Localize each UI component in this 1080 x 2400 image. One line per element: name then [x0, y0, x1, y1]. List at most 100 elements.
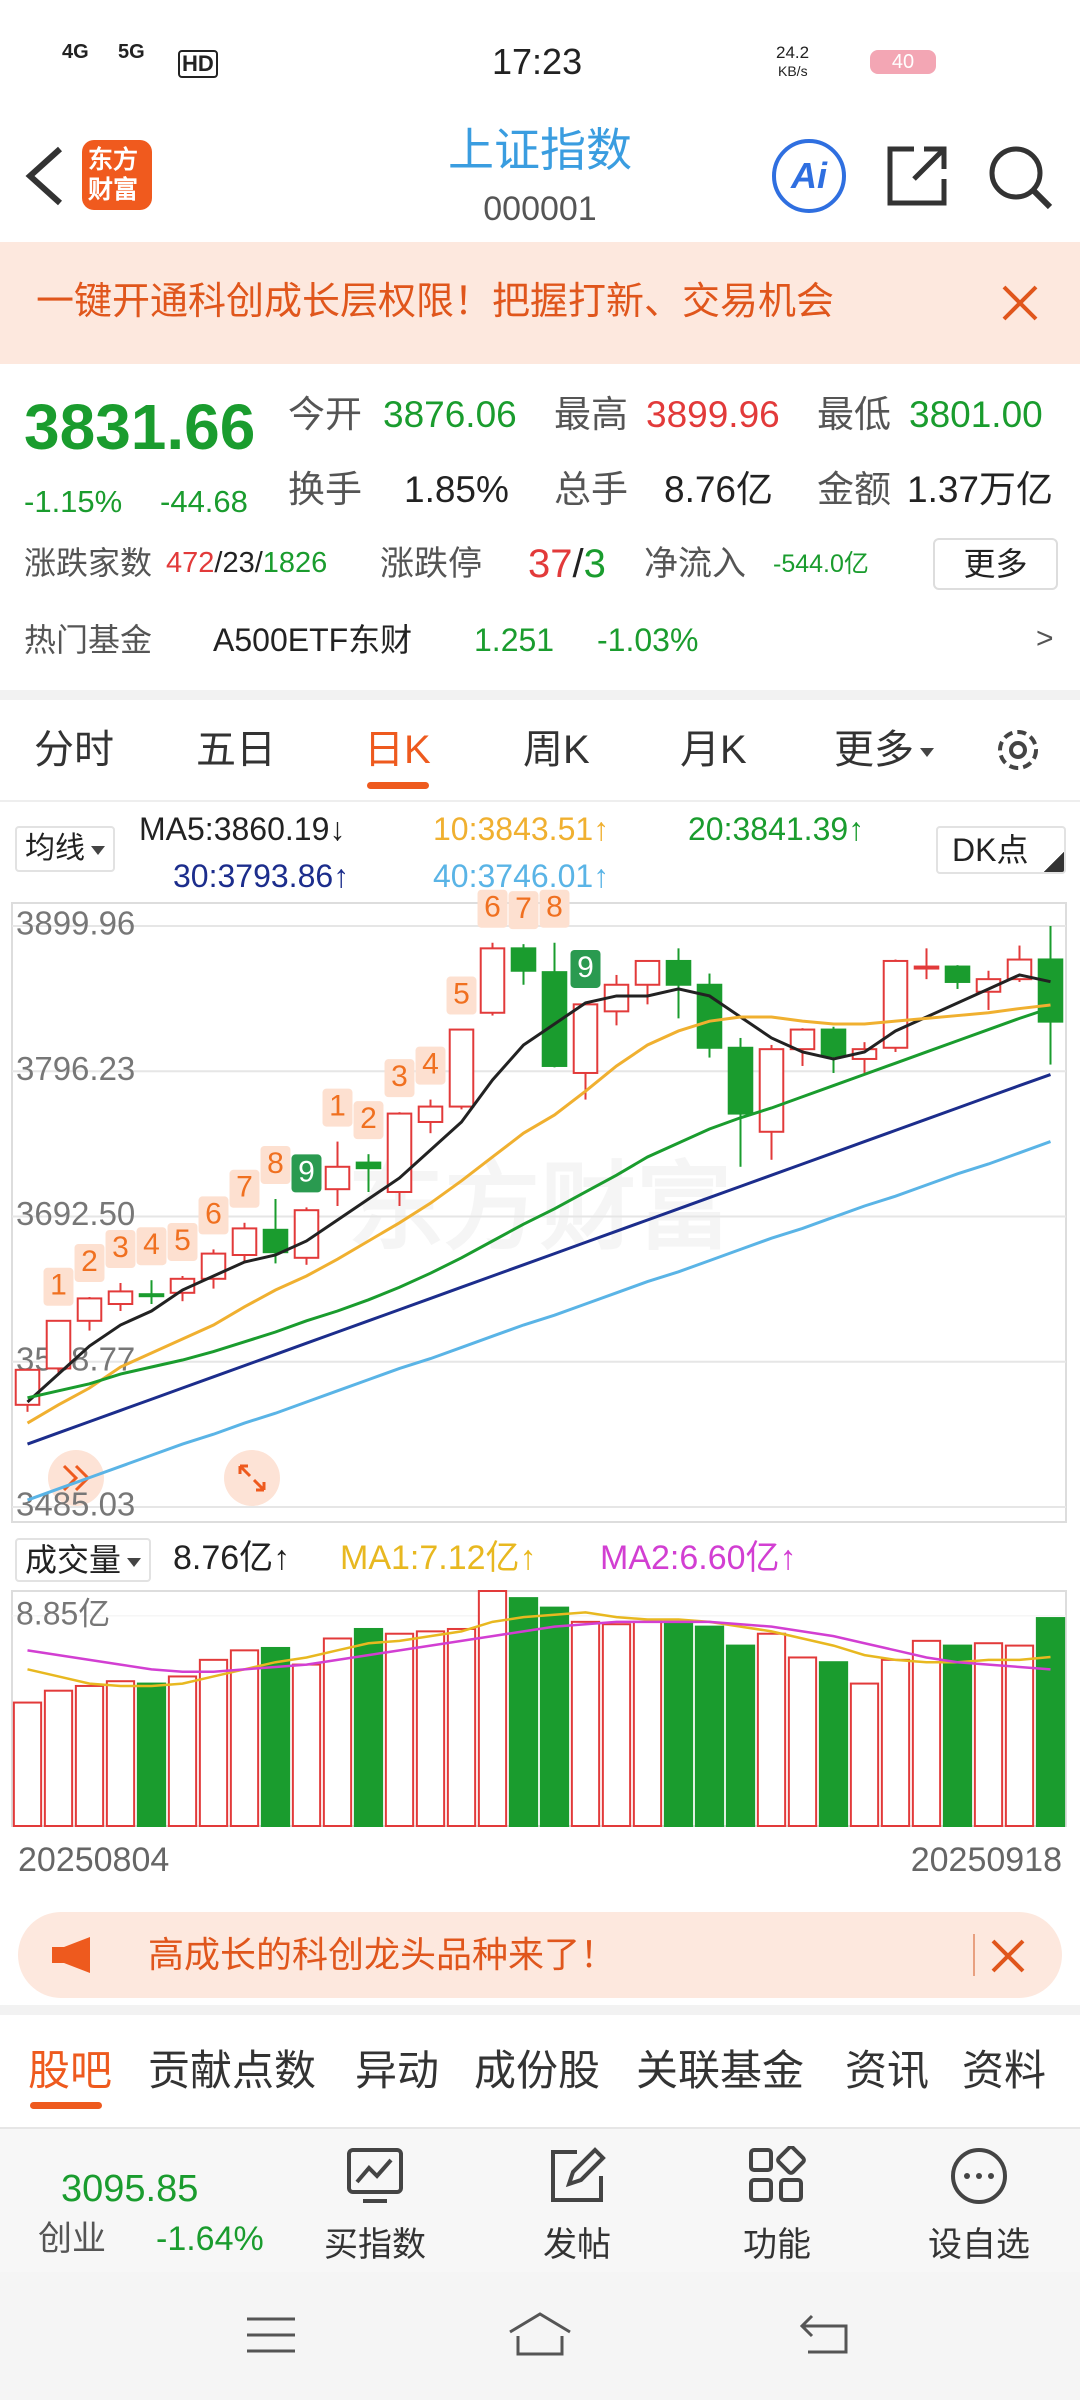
volume-bar — [446, 1627, 477, 1828]
bottom-tab[interactable]: 关联基金 — [636, 2047, 805, 2094]
toolbar-item[interactable]: 买指数 — [324, 2226, 426, 2264]
td-label: 5 — [453, 977, 470, 1010]
fund-arrow[interactable]: > — [1036, 622, 1054, 655]
close-icon — [1002, 285, 1038, 321]
tab[interactable]: 周K — [523, 728, 590, 772]
td-label: 3 — [391, 1060, 408, 1093]
signal-1: 4G — [62, 41, 89, 63]
separator: / — [214, 547, 223, 579]
volume-bar — [167, 1675, 198, 1828]
buy-icon[interactable] — [345, 2146, 405, 2206]
toolbar-item[interactable]: 功能 — [743, 2226, 811, 2264]
tab[interactable]: 分时 — [34, 728, 114, 772]
function-icon[interactable] — [747, 2146, 807, 2206]
stat-label: 换手 — [288, 469, 362, 510]
volume-value: 8.76亿↑ — [173, 1539, 291, 1577]
y-tick-label: 3692.50 — [16, 1195, 135, 1232]
bottom-tab[interactable]: 成份股 — [474, 2047, 601, 2094]
ma-line — [27, 1006, 1051, 1400]
more-button[interactable]: 更多 — [933, 538, 1058, 590]
ma-legend: 20:3841.39↑ — [688, 811, 865, 847]
nav-home[interactable] — [506, 2310, 574, 2358]
tab[interactable]: 月K — [680, 728, 747, 772]
tab[interactable]: 更多 — [834, 730, 934, 770]
post-icon[interactable] — [547, 2146, 607, 2206]
nav-back[interactable] — [798, 2312, 850, 2356]
code: 000001 — [483, 190, 597, 228]
dk-button[interactable]: DK点 — [936, 826, 1066, 874]
ai-button[interactable]: Ai — [772, 139, 846, 213]
toolbar-item[interactable]: 设自选 — [928, 2226, 1030, 2264]
y-tick-label: 3899.96 — [16, 905, 135, 942]
fund-name[interactable]: A500ETF东财 — [213, 622, 413, 658]
back-button[interactable] — [20, 145, 70, 207]
separator: / — [254, 547, 263, 579]
icon — [988, 2173, 994, 2179]
close-icon — [991, 1939, 1025, 1973]
breadth-down: 1826 — [262, 547, 328, 579]
ma-legend: 40:3746.01↑ — [433, 858, 610, 894]
candle-body — [14, 1368, 41, 1406]
ma-selector[interactable]: 均线 — [15, 826, 115, 872]
td-badge — [136, 1227, 167, 1266]
share-button[interactable] — [884, 143, 950, 209]
stat-value: 3899.96 — [646, 394, 780, 435]
nav-menu[interactable] — [245, 2315, 297, 2355]
volume-bar — [353, 1627, 384, 1828]
candle-body — [665, 959, 692, 986]
stat-value: 3876.06 — [383, 394, 517, 435]
ma-line — [26, 1073, 1052, 1446]
volume-ma-legend: MA1:7.12亿↑ — [340, 1539, 537, 1577]
td-label: 3 — [112, 1231, 129, 1264]
net-unit: KB/s — [778, 63, 808, 79]
candle-body — [231, 1227, 258, 1256]
icon — [347, 2148, 403, 2194]
volume-bar — [477, 1590, 508, 1827]
td-label: 1 — [329, 1090, 346, 1123]
td-badge — [353, 1101, 384, 1140]
volume-bar — [973, 1642, 1004, 1827]
separator — [0, 690, 1080, 700]
candle-body — [45, 1319, 72, 1370]
stat-value: 1.85% — [404, 469, 509, 510]
stat-value: 8.76亿 — [664, 469, 774, 510]
banner-close[interactable] — [1000, 283, 1040, 323]
index-value[interactable]: 3095.85 — [61, 2168, 199, 2210]
promo-close[interactable] — [990, 1938, 1026, 1974]
td-badge — [384, 1059, 415, 1098]
candle-body — [76, 1297, 103, 1322]
td-badge — [446, 976, 477, 1015]
share-icon — [887, 146, 947, 206]
promo[interactable] — [18, 1912, 1062, 1998]
candle-body — [913, 965, 940, 970]
volume-selector[interactable]: 成交量 — [15, 1538, 152, 1582]
volume-bar — [849, 1682, 880, 1828]
tab[interactable]: 五日 — [196, 728, 276, 772]
tab-active[interactable]: 日K — [364, 728, 431, 772]
volume-bar — [663, 1620, 694, 1828]
search-button[interactable] — [986, 143, 1056, 213]
ma-line — [26, 1140, 1052, 1502]
breadth-up: 472 — [166, 547, 215, 579]
bottom-tab[interactable]: 资料 — [962, 2047, 1047, 2094]
gear-icon — [1009, 741, 1027, 759]
y-tick-label: 3588.77 — [16, 1340, 135, 1377]
candle-body — [696, 983, 723, 1049]
candle-body — [448, 1028, 475, 1108]
toolbar-item[interactable]: 发帖 — [543, 2226, 611, 2264]
bottom-tab[interactable]: 资讯 — [845, 2047, 930, 2094]
banner[interactable] — [0, 242, 1080, 364]
bottom-tab[interactable]: 贡献点数 — [148, 2047, 317, 2094]
volume-bar — [880, 1658, 911, 1827]
bottom-tab[interactable]: 异动 — [355, 2047, 440, 2094]
gear-icon — [998, 730, 1038, 770]
watchlist-icon[interactable] — [949, 2146, 1009, 2206]
bottom-tab-active[interactable]: 股吧 — [28, 2047, 113, 2094]
volume-bar — [570, 1620, 601, 1828]
y-tick-label: 8.85亿 — [16, 1595, 110, 1631]
td-label: 8 — [267, 1147, 284, 1180]
limit-down: 3 — [583, 542, 606, 586]
settings[interactable] — [990, 722, 1046, 778]
td-badge — [260, 1145, 291, 1184]
index-change: -1.64% — [156, 2220, 264, 2258]
